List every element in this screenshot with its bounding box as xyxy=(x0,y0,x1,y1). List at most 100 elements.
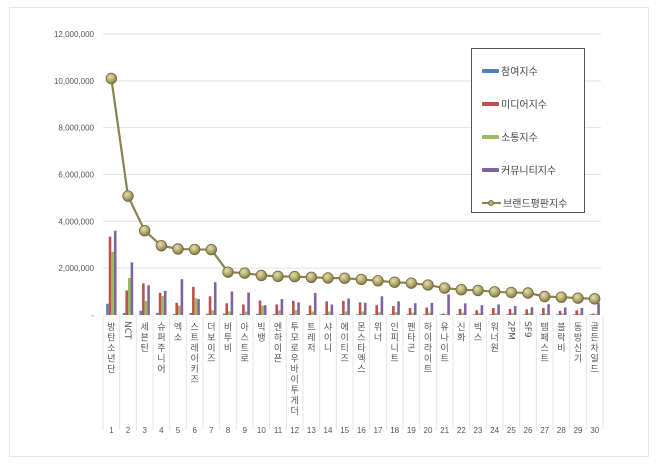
bar xyxy=(422,314,426,315)
bar xyxy=(239,313,243,315)
svg-text:곤: 곤 xyxy=(407,343,415,354)
svg-text:이: 이 xyxy=(291,375,299,386)
x-rank-label: 2 xyxy=(126,426,131,435)
svg-text:니: 니 xyxy=(324,343,332,354)
bar xyxy=(139,310,143,315)
x-rank-label: 1 xyxy=(109,426,114,435)
x-rank-label: 9 xyxy=(242,426,247,435)
bar xyxy=(397,301,400,315)
legend-label: 브랜드평판지수 xyxy=(503,199,568,210)
svg-text:골: 골 xyxy=(591,322,599,333)
line-marker xyxy=(322,272,334,284)
line-marker xyxy=(188,243,201,256)
red-swatch-icon xyxy=(482,101,499,106)
bar xyxy=(211,310,214,315)
bar xyxy=(442,313,445,315)
svg-text:원: 원 xyxy=(491,343,499,354)
bar xyxy=(192,286,195,315)
line-marker xyxy=(388,276,401,288)
svg-text:트: 트 xyxy=(424,365,432,375)
x-rank-label: 29 xyxy=(574,426,583,435)
x-category-label: SF9 xyxy=(522,321,532,338)
bar xyxy=(589,314,593,315)
line-marker xyxy=(205,243,218,256)
x-category-label: 빅스 xyxy=(474,322,482,344)
x-rank-label: 17 xyxy=(374,426,383,435)
bar xyxy=(244,311,248,315)
svg-text:몬: 몬 xyxy=(357,322,365,333)
bar xyxy=(372,314,376,315)
bar xyxy=(163,290,167,315)
purple-swatch-icon xyxy=(482,167,499,172)
bar xyxy=(406,314,409,315)
bar xyxy=(178,305,181,315)
svg-text:키: 키 xyxy=(191,364,199,375)
bar xyxy=(172,314,176,315)
svg-text:워: 워 xyxy=(491,322,499,333)
x-rank-label: 27 xyxy=(540,426,549,435)
line-marker xyxy=(255,269,268,282)
svg-text:빅: 빅 xyxy=(474,322,482,333)
bar xyxy=(542,307,545,315)
x-category-label: 엑소 xyxy=(174,321,182,344)
x-rank-label: 25 xyxy=(507,426,516,435)
x-rank-label: 13 xyxy=(307,426,316,435)
svg-text:라: 라 xyxy=(424,343,433,354)
bar xyxy=(108,236,112,315)
x-rank-label: 28 xyxy=(557,426,566,435)
line-marker xyxy=(472,284,484,297)
bar xyxy=(142,283,145,315)
x-rank-label: 7 xyxy=(209,426,214,435)
legend-label: 참여지수 xyxy=(501,67,538,78)
line-marker xyxy=(588,293,601,305)
line-marker xyxy=(555,291,568,303)
bar xyxy=(328,311,331,315)
svg-text:뱅: 뱅 xyxy=(257,333,265,344)
bar xyxy=(380,296,384,315)
bar xyxy=(128,278,131,315)
bar xyxy=(344,311,348,315)
bar xyxy=(472,314,476,315)
svg-text:하: 하 xyxy=(424,322,433,333)
svg-text:투: 투 xyxy=(291,385,299,396)
line-marker xyxy=(172,243,184,255)
svg-text:븐: 븐 xyxy=(141,333,149,344)
y-tick-label: 10,000,000 xyxy=(54,77,95,86)
bar xyxy=(197,299,200,315)
bar xyxy=(258,300,262,315)
legend-item-community: 커뮤니티지수 xyxy=(482,162,556,177)
bar xyxy=(272,314,276,315)
bar xyxy=(411,312,414,315)
bar xyxy=(511,313,514,315)
svg-text:즈: 즈 xyxy=(341,355,349,365)
line-marker xyxy=(538,290,551,303)
legend-item-communication: 소통지수 xyxy=(482,129,538,144)
bar xyxy=(113,230,117,315)
svg-text:나: 나 xyxy=(441,333,449,344)
svg-text:이: 이 xyxy=(341,333,349,344)
bar xyxy=(339,314,343,315)
legend-label: 미디어지수 xyxy=(501,100,547,111)
svg-text:샤: 샤 xyxy=(324,322,332,333)
svg-text:픈: 픈 xyxy=(274,354,282,365)
bar xyxy=(230,291,234,315)
svg-text:너: 너 xyxy=(491,333,499,344)
svg-text:스: 스 xyxy=(541,343,549,354)
svg-text:엔: 엔 xyxy=(274,322,282,333)
svg-text:틴: 틴 xyxy=(141,343,149,354)
bar xyxy=(275,304,278,315)
svg-text:퍼: 퍼 xyxy=(157,333,165,344)
bar xyxy=(461,312,464,315)
svg-text:이: 이 xyxy=(324,333,332,344)
bar xyxy=(444,314,448,315)
legend-item-media: 미디어지수 xyxy=(482,96,547,111)
svg-text:니: 니 xyxy=(157,354,165,365)
bar xyxy=(478,313,481,315)
line-marker xyxy=(305,271,318,283)
svg-text:세: 세 xyxy=(141,322,149,333)
bar xyxy=(539,314,543,315)
bar xyxy=(425,307,428,315)
line-marker xyxy=(505,286,518,299)
